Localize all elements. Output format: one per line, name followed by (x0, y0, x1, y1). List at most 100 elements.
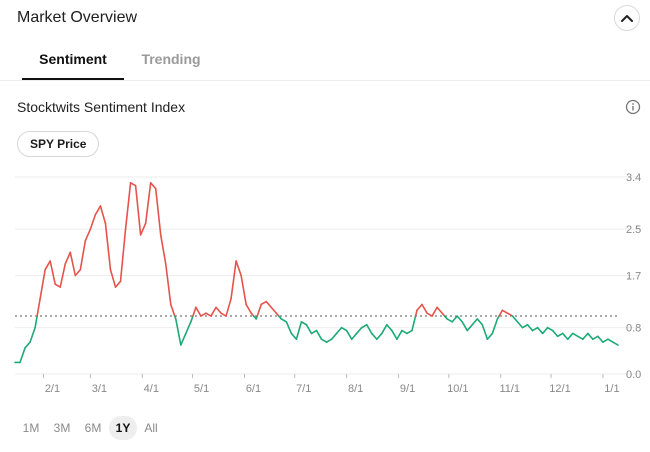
series-segment (285, 321, 293, 335)
series-segment (205, 312, 212, 317)
x-tick-label: 1/1 (604, 383, 619, 395)
series-segment (592, 335, 599, 341)
series-segment (340, 326, 348, 332)
series-segment (461, 321, 469, 332)
series-segment (169, 303, 176, 317)
series-segment (315, 329, 323, 341)
x-tick-label: 5/1 (194, 383, 209, 395)
series-segment (597, 335, 604, 343)
spy-price-toggle[interactable]: SPY Price (17, 131, 100, 157)
page-title: Market Overview (17, 9, 138, 26)
series-segment (265, 300, 273, 309)
sentiment-chart: 0.0 0.8 1.7 2.5 3.4 2/1 3/1 4/1 5/1 6/1 7/1 8/1 9/1 1… (14, 172, 641, 395)
section-title: Stocktwits Sentiment Index (17, 99, 186, 115)
series-segment (506, 312, 514, 317)
series-segment (235, 260, 242, 277)
series-segment (124, 181, 132, 230)
series-segment (446, 318, 453, 323)
series-segment (431, 306, 438, 317)
series-segment (225, 297, 232, 317)
y-tick-label: 2.5 (626, 224, 641, 236)
info-button[interactable] (625, 99, 641, 115)
series-segment (210, 306, 217, 317)
series-segment (320, 338, 328, 343)
series-segment (49, 260, 57, 285)
series-segment (571, 332, 579, 338)
y-tick-label: 3.4 (626, 172, 641, 184)
series-segment (99, 205, 107, 225)
series-segment (466, 323, 474, 332)
x-tick-label: 12/1 (549, 383, 570, 395)
series-segment (256, 303, 263, 317)
y-tick-label: 1.7 (626, 271, 641, 283)
series-segment (436, 306, 443, 314)
collapse-button[interactable] (614, 5, 640, 31)
series-segment (190, 315, 194, 323)
series-segment (355, 326, 363, 335)
tab-bar: Sentiment Trending (0, 44, 650, 81)
series-segment (426, 312, 433, 317)
series-segment (476, 318, 484, 326)
series-segment (350, 332, 358, 341)
series-segment (612, 341, 619, 346)
series-segment (74, 268, 82, 277)
range-1m[interactable]: 1M (22, 421, 40, 435)
range-all[interactable]: All (144, 421, 158, 435)
series-segment (295, 321, 303, 341)
series-segment (335, 326, 343, 335)
series-segment (491, 318, 499, 335)
series-segment (406, 329, 413, 335)
series-segment (396, 329, 403, 341)
series-segment (391, 329, 398, 341)
series-segment (230, 260, 237, 300)
series-segment (546, 326, 554, 332)
range-1y[interactable]: 1Y (109, 416, 137, 440)
series-segment (498, 309, 504, 317)
series-segment (69, 251, 77, 277)
series-segment (89, 213, 97, 230)
series-segment (270, 306, 278, 314)
x-tick-label: 10/1 (447, 383, 468, 395)
x-tick-label: 6/1 (246, 383, 261, 395)
series-segment (114, 280, 122, 288)
y-tick-label: 0.0 (626, 369, 641, 381)
series-segment (180, 332, 187, 346)
series-segment (104, 222, 112, 271)
series-segment (39, 268, 46, 300)
series-segment (386, 323, 393, 332)
range-3m[interactable]: 3M (53, 421, 71, 435)
series-segment (154, 187, 162, 236)
series-segment (54, 283, 62, 288)
tab-sentiment[interactable]: Sentiment (22, 51, 124, 80)
series-segment (541, 326, 549, 335)
series-segment (360, 323, 368, 329)
x-tick-label: 2/1 (45, 383, 60, 395)
series-segment (240, 274, 247, 306)
series-segment (310, 329, 318, 335)
series-segment (330, 332, 338, 341)
series-segment (29, 326, 36, 343)
series-segment (401, 329, 408, 335)
series-segment (345, 329, 353, 341)
series-segment (511, 315, 519, 323)
info-icon (625, 99, 641, 115)
series-segment (607, 338, 614, 343)
y-tick-label: 0.8 (626, 323, 641, 335)
series-segment (551, 329, 559, 338)
series-segment (516, 321, 524, 329)
series-segment (536, 326, 544, 335)
series-segment (456, 315, 464, 323)
series-segment (94, 205, 102, 216)
series-segment (19, 347, 26, 364)
series-segment (602, 338, 609, 343)
series-segment (471, 318, 479, 326)
series-segment (36, 297, 41, 317)
tab-trending[interactable]: Trending (141, 51, 201, 67)
series-segment (260, 300, 268, 306)
x-tick-label: 9/1 (400, 383, 415, 395)
series-segment (411, 315, 417, 332)
series-segment (129, 181, 137, 187)
series-segment (34, 315, 38, 329)
range-6m[interactable]: 6M (84, 421, 102, 435)
x-tick-label: 11/1 (499, 383, 520, 395)
